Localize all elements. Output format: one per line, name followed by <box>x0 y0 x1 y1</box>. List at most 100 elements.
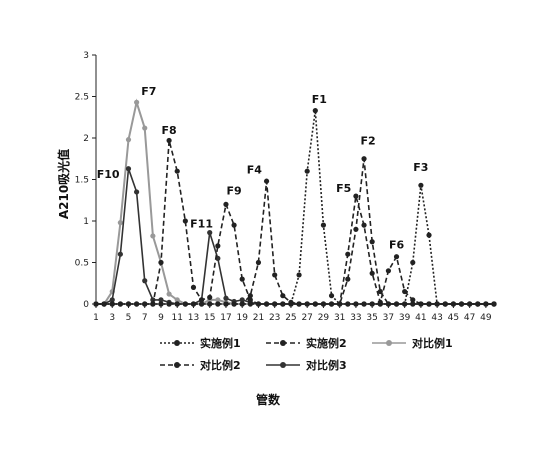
data-point <box>410 301 416 307</box>
data-point <box>231 301 237 307</box>
x-tick-label: 19 <box>236 313 248 323</box>
data-point <box>215 243 221 249</box>
series-4 <box>93 137 497 307</box>
data-point <box>288 301 294 307</box>
x-tick-label: 41 <box>415 313 426 323</box>
data-point <box>117 301 123 307</box>
data-point <box>467 301 473 307</box>
legend-item: 实施例1 <box>160 336 241 350</box>
data-point <box>190 284 197 290</box>
data-point <box>296 272 302 278</box>
data-point <box>402 288 408 295</box>
legend-item: 对比例3 <box>266 358 347 372</box>
data-point <box>142 301 148 307</box>
x-tick-label: 43 <box>431 313 442 323</box>
data-point <box>215 297 221 303</box>
data-point <box>410 297 416 303</box>
legend-label: 实施例1 <box>200 336 241 350</box>
x-tick-label: 47 <box>464 313 475 323</box>
data-point <box>369 301 375 307</box>
data-point <box>125 137 132 143</box>
data-point <box>450 301 456 307</box>
x-axis-title: 管数 <box>256 392 281 407</box>
legend-item: 实施例2 <box>266 336 347 350</box>
legend-marker <box>386 340 392 346</box>
legend-marker <box>174 340 180 346</box>
series-line <box>96 110 494 305</box>
data-point <box>182 301 188 307</box>
peak-label: F7 <box>141 85 156 98</box>
data-point <box>158 301 164 307</box>
peak-label: F1 <box>312 93 327 106</box>
legend-item: 对比例2 <box>160 358 241 372</box>
data-point <box>174 168 180 174</box>
legend-label: 实施例2 <box>306 336 347 350</box>
data-point <box>190 301 197 307</box>
data-point <box>263 301 270 307</box>
x-tick-label: 27 <box>301 313 312 323</box>
data-point <box>215 301 221 307</box>
data-point <box>263 178 270 184</box>
data-point <box>410 259 416 266</box>
data-point <box>361 156 367 162</box>
x-tick-label: 29 <box>318 313 330 323</box>
x-tick-label: 17 <box>220 313 231 323</box>
y-tick-label: 1.5 <box>75 176 89 186</box>
x-tick-label: 39 <box>399 313 411 323</box>
series-line <box>96 98 494 305</box>
x-tick-label: 5 <box>126 313 132 323</box>
data-point <box>475 301 481 307</box>
data-point <box>491 301 497 307</box>
data-point <box>328 293 335 299</box>
data-point <box>166 301 172 307</box>
data-point <box>239 297 245 303</box>
peak-label: F6 <box>389 238 405 251</box>
peak-label: F10 <box>97 168 120 181</box>
series-line <box>96 140 494 305</box>
data-point <box>255 301 262 307</box>
data-point <box>312 108 318 114</box>
data-point <box>426 301 432 307</box>
peak-label: F4 <box>247 164 263 177</box>
x-tick-label: 45 <box>448 313 459 323</box>
data-point <box>328 301 335 307</box>
data-point <box>353 301 359 307</box>
legend-label: 对比例3 <box>306 358 347 372</box>
data-point <box>442 301 448 307</box>
data-point <box>134 189 140 195</box>
legend-item: 对比例1 <box>372 336 453 350</box>
data-point <box>166 291 172 297</box>
data-point <box>369 270 375 276</box>
data-point <box>304 301 310 307</box>
y-tick-label: 2.5 <box>75 93 89 103</box>
peak-label: F5 <box>336 182 351 195</box>
data-point <box>320 222 327 228</box>
data-point <box>377 299 383 305</box>
data-point <box>117 251 123 257</box>
data-point <box>117 220 123 226</box>
data-point <box>174 297 180 303</box>
data-point <box>385 301 392 307</box>
data-point <box>207 230 213 236</box>
data-point <box>223 301 229 307</box>
x-tick-label: 49 <box>480 313 492 323</box>
y-axis-title: A210吸光值 <box>56 149 71 219</box>
y-tick-label: 3 <box>83 51 89 61</box>
x-tick-label: 25 <box>285 313 296 323</box>
x-tick-label: 31 <box>334 313 345 323</box>
data-point <box>101 301 107 307</box>
data-point <box>345 276 351 282</box>
y-tick-label: 0.5 <box>75 259 89 269</box>
peak-label: F11 <box>190 218 213 231</box>
series-3 <box>93 98 497 307</box>
legend-label: 对比例2 <box>200 358 241 372</box>
legend-marker <box>280 362 286 368</box>
x-tick-label: 21 <box>253 313 264 323</box>
data-point <box>402 301 408 307</box>
data-point <box>198 297 205 303</box>
data-point <box>255 259 262 266</box>
data-point <box>483 301 489 307</box>
data-point <box>239 276 245 282</box>
data-point <box>109 301 115 307</box>
peak-label: F9 <box>226 184 241 197</box>
